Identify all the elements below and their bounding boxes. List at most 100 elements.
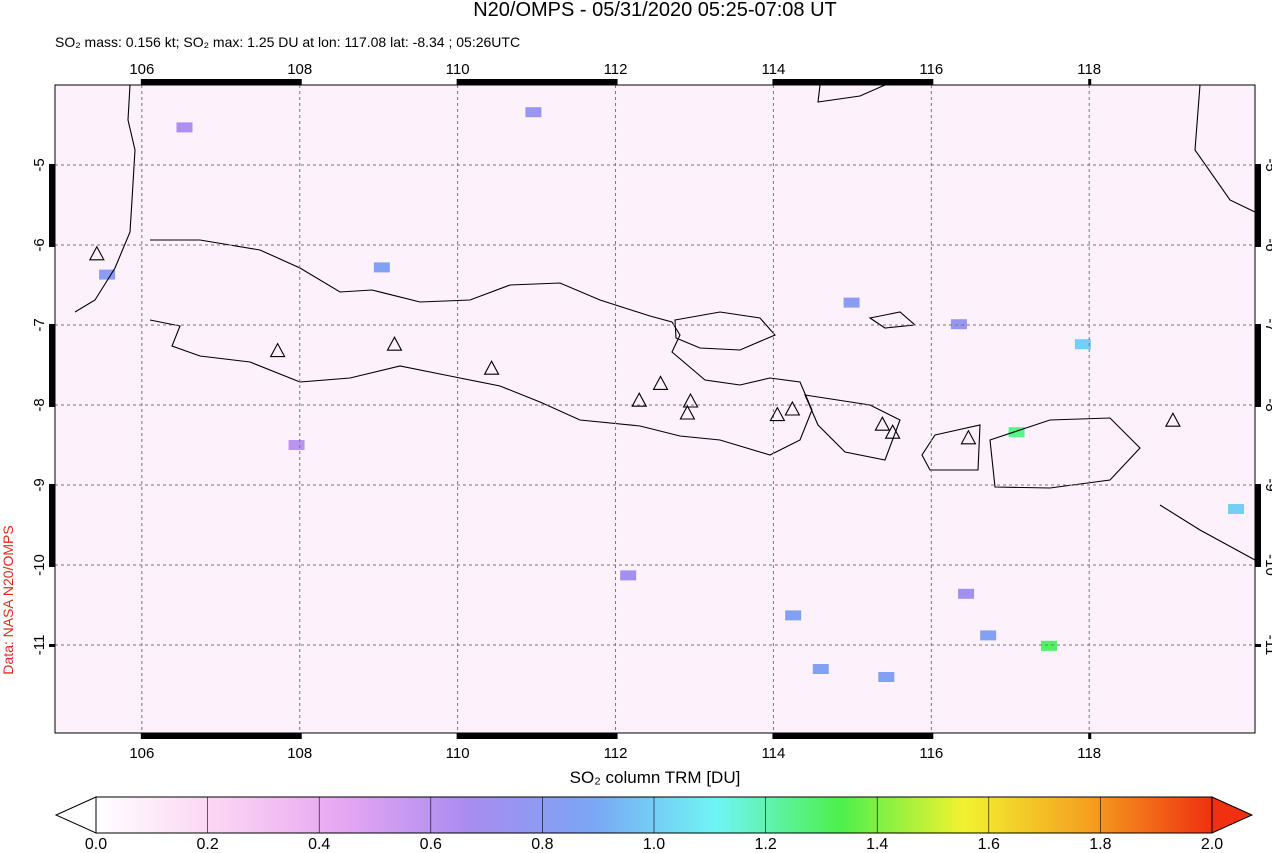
so2-pixel [843,297,860,308]
frame-bar [49,404,55,407]
x-tick-label: 108 [287,745,312,762]
coastline [1159,504,1256,561]
frame-bar [457,733,616,739]
so2-pixel [288,440,305,450]
frame-bar [1255,564,1261,567]
coastline [817,84,886,103]
chart-title: N20/OMPS - 05/31/2020 05:25-07:08 UT [473,0,837,21]
frame-bar [614,733,618,739]
volcano [1164,412,1181,427]
frame-bar [930,733,934,739]
so2-pixel [525,107,542,118]
volcano [874,416,891,431]
so2-pixel [1008,427,1025,438]
x-tick-label: 112 [604,745,628,762]
frame-bar [1255,165,1261,245]
coastline [74,84,136,313]
colorbar-tick-label: 1.2 [754,836,776,853]
so2-pixel [373,262,390,273]
frame-bar [1088,79,1092,85]
frame-bar [1255,644,1261,647]
colorbar-tick-label: 1.0 [643,836,665,853]
y-tick-label: -10 [31,554,48,576]
so2-pixel [176,122,193,133]
frame-bar [49,165,55,245]
frame-bar [457,79,616,85]
x-tick-label: 106 [129,61,154,78]
frame-bar [141,733,300,739]
x-tick-label: 116 [919,61,943,78]
colorbar-tick-label: 0.6 [420,836,442,853]
so2-pixel [1228,504,1245,514]
y-tick-label: -5 [31,158,48,171]
colorbar-min-arrow [54,796,97,834]
y-tick-label: -9 [1262,478,1272,491]
y-tick-label: -5 [1262,158,1272,171]
volcano [682,392,699,408]
y-tick-label: -11 [1262,635,1272,656]
y-tick-label: -6 [31,238,48,251]
so2-pixel [950,319,967,330]
frame-bar [1255,404,1261,407]
volcano [784,400,801,416]
so2-pixel [785,610,802,621]
plot-frame [54,84,1256,734]
colorbar-tick-label: 0.0 [85,836,107,853]
y-tick-label: -7 [1262,318,1272,331]
plot-background [55,85,1255,733]
volcano [483,360,500,375]
colorbar-label: SO₂ column TRM [DU] [570,768,741,787]
so2-pixel [620,570,637,581]
frame-bar [1088,733,1092,739]
colorbar-tick-label: 0.4 [308,836,330,853]
volcano [386,336,403,351]
frame-bar [773,79,932,85]
y-tick-label: -8 [1262,398,1272,411]
x-tick-label: 110 [446,61,470,78]
x-tick-label: 118 [1077,745,1101,762]
frame-bar [614,79,618,85]
so2-pixel [1040,640,1057,651]
so2-pixel [1074,339,1091,350]
y-tick-label: -9 [31,478,48,491]
x-tick-label: 114 [761,61,785,78]
colorbar-tick-label: 1.6 [978,836,1000,853]
frame-bar [141,79,300,85]
colorbar-tick-label: 0.8 [531,836,553,853]
chart-subtitle: SO₂ mass: 0.156 kt; SO₂ max: 1.25 DU at … [55,34,520,50]
frame-bar [930,79,934,85]
x-tick-label: 108 [287,61,312,78]
frame-bar [298,733,302,739]
coastline [1194,84,1256,213]
y-tick-label: -10 [1262,554,1272,576]
coastline [804,394,901,461]
frame-bar [49,325,55,405]
so2-pixel [980,630,997,641]
coastline [989,417,1141,489]
volcano [88,245,105,261]
frame-bar [773,733,932,739]
volcano [769,406,786,422]
x-tick-label: 116 [919,745,943,762]
colorbar-tick-label: 2.0 [1201,836,1223,853]
pixel-layer [99,107,1245,682]
frame-bar [49,644,55,647]
x-tick-label: 106 [129,745,154,762]
coastline [921,424,981,471]
y-tick-label: -7 [31,318,48,331]
colorbar-max-arrow [1211,796,1254,834]
x-tick-label: 118 [1077,61,1101,78]
colorbar-tick-label: 1.8 [1089,836,1111,853]
volcano [884,424,901,439]
so2-pixel [99,269,116,280]
frame-bar [1255,485,1261,565]
volcano [269,342,286,358]
colorbar-tick-label: 0.2 [196,836,218,853]
coastline [674,311,776,351]
x-tick-label: 110 [446,745,470,762]
so2-pixel [878,672,895,682]
frame-bar [49,564,55,567]
y-tick-label: -11 [31,635,48,656]
frame-bar [1255,325,1261,405]
